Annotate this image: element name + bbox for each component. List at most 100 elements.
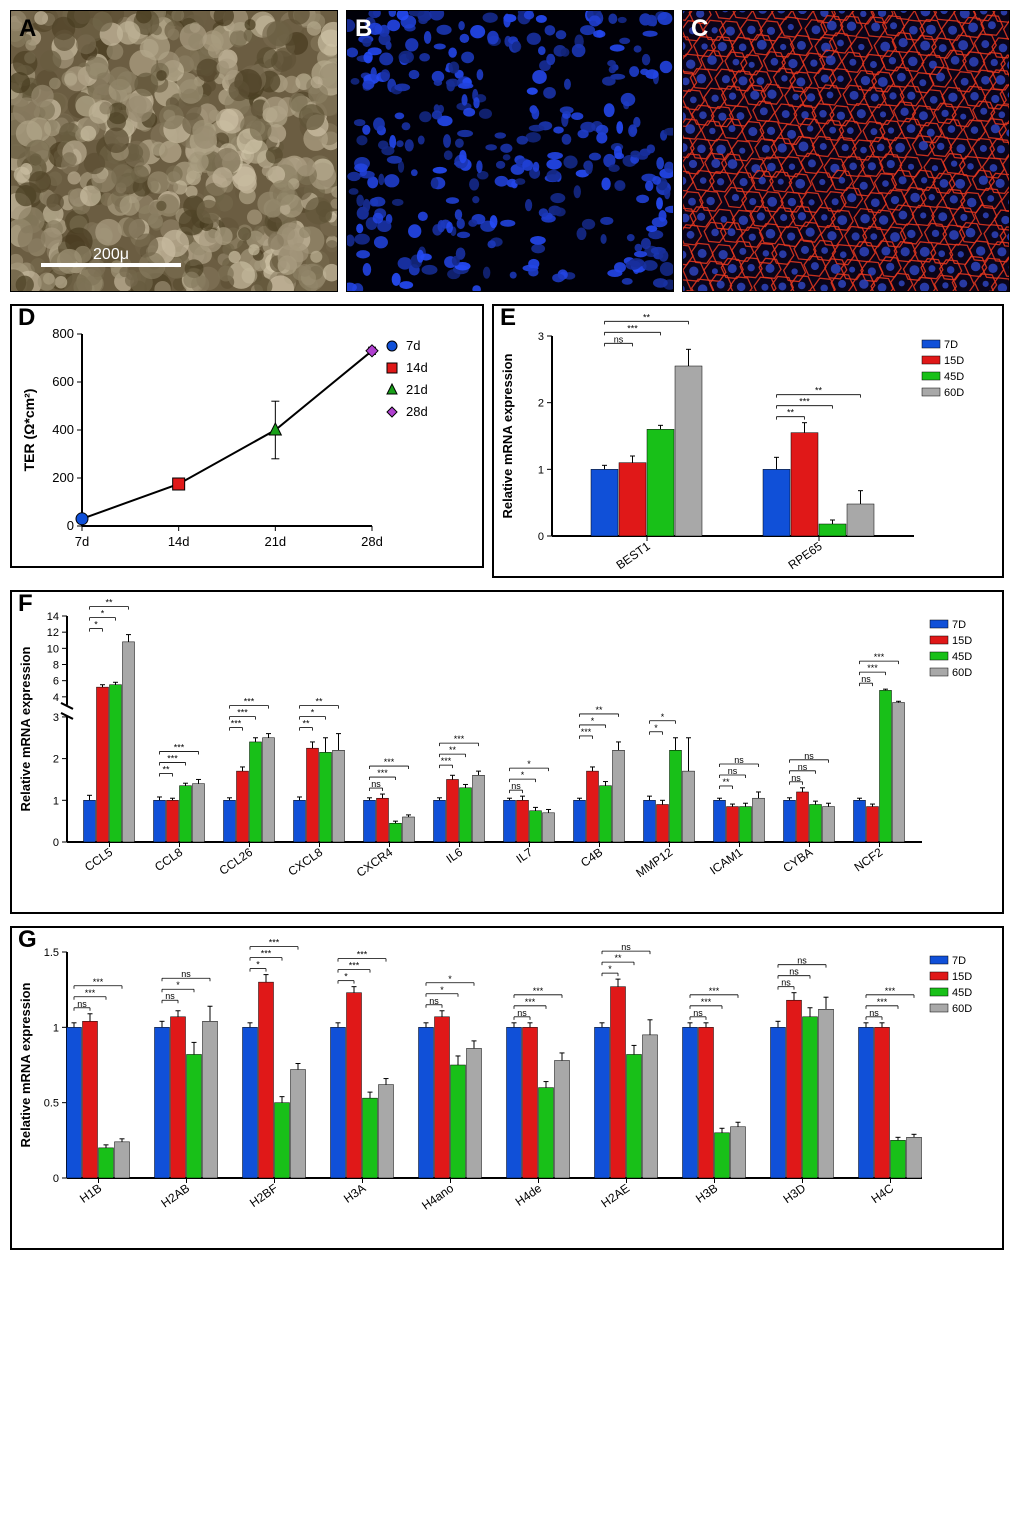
panel-d: D 02004006008007d14d21d28dTER (Ω*cm²)7d1… xyxy=(10,304,484,568)
svg-text:**: ** xyxy=(614,953,622,963)
chart-f: 0123468101214****CCL5********CCL8*******… xyxy=(12,592,1002,912)
svg-text:H3A: H3A xyxy=(341,1181,368,1206)
svg-text:*: * xyxy=(527,759,531,769)
svg-text:ns: ns xyxy=(861,674,871,684)
svg-text:**: ** xyxy=(722,777,730,787)
svg-text:7D: 7D xyxy=(944,339,958,351)
svg-text:CCL5: CCL5 xyxy=(82,845,115,874)
svg-text:15D: 15D xyxy=(944,355,964,367)
svg-text:***: *** xyxy=(85,988,96,998)
svg-text:ns: ns xyxy=(181,969,191,979)
panel-d-label: D xyxy=(18,304,35,332)
svg-text:ns: ns xyxy=(734,755,744,765)
svg-text:1: 1 xyxy=(53,795,59,807)
svg-text:8: 8 xyxy=(53,660,59,672)
svg-text:***: *** xyxy=(867,663,878,673)
svg-text:14d: 14d xyxy=(168,534,190,549)
svg-text:***: *** xyxy=(174,742,185,752)
svg-text:*: * xyxy=(311,708,315,718)
svg-text:C4B: C4B xyxy=(578,845,605,870)
svg-text:0: 0 xyxy=(67,518,74,533)
panel-e: E 0123ns*****BEST1*******RPE65Relative m… xyxy=(492,304,1004,578)
svg-text:7d: 7d xyxy=(406,338,420,353)
svg-text:**: ** xyxy=(595,705,603,715)
svg-text:7D: 7D xyxy=(952,955,966,967)
svg-text:***: *** xyxy=(93,977,104,987)
svg-text:600: 600 xyxy=(52,374,74,389)
svg-text:ns: ns xyxy=(77,999,87,1009)
panel-b: B xyxy=(346,10,674,292)
micrograph-c xyxy=(683,11,1009,291)
svg-text:H2BF: H2BF xyxy=(247,1181,280,1210)
svg-text:***: *** xyxy=(349,961,360,971)
svg-text:***: *** xyxy=(384,757,395,767)
svg-text:***: *** xyxy=(525,997,536,1007)
svg-text:*: * xyxy=(591,716,595,726)
svg-text:***: *** xyxy=(627,323,638,333)
svg-text:***: *** xyxy=(167,753,178,763)
svg-text:1.5: 1.5 xyxy=(44,947,59,959)
svg-text:0: 0 xyxy=(53,837,59,849)
svg-text:2: 2 xyxy=(538,398,544,410)
svg-text:Relative mRNA expression: Relative mRNA expression xyxy=(18,646,33,811)
svg-text:ns: ns xyxy=(693,1008,703,1018)
svg-text:10: 10 xyxy=(47,643,59,655)
svg-text:*: * xyxy=(661,712,665,722)
svg-text:45D: 45D xyxy=(952,987,972,999)
panel-c-label: C xyxy=(691,15,708,43)
svg-text:IL6: IL6 xyxy=(444,845,466,866)
svg-text:28d: 28d xyxy=(406,404,428,419)
svg-text:21d: 21d xyxy=(406,382,428,397)
svg-text:H4C: H4C xyxy=(869,1181,897,1206)
svg-text:***: *** xyxy=(533,986,544,996)
svg-text:*: * xyxy=(440,985,444,995)
svg-text:***: *** xyxy=(231,719,242,729)
svg-text:ns: ns xyxy=(728,766,738,776)
svg-text:12: 12 xyxy=(47,627,59,639)
svg-text:ns: ns xyxy=(798,762,808,772)
svg-text:***: *** xyxy=(377,768,388,778)
svg-text:0.5: 0.5 xyxy=(44,1098,59,1110)
svg-text:400: 400 xyxy=(52,422,74,437)
svg-text:ns: ns xyxy=(781,978,791,988)
svg-text:*: * xyxy=(94,620,98,630)
svg-text:***: *** xyxy=(701,997,712,1007)
svg-text:***: *** xyxy=(357,950,368,960)
svg-text:Relative mRNA expression: Relative mRNA expression xyxy=(500,353,515,518)
svg-text:***: *** xyxy=(877,997,888,1007)
svg-text:***: *** xyxy=(799,397,810,407)
svg-text:45D: 45D xyxy=(952,651,972,663)
svg-text:*: * xyxy=(176,980,180,990)
svg-text:***: *** xyxy=(454,734,465,744)
svg-text:1: 1 xyxy=(53,1022,59,1034)
svg-text:H1B: H1B xyxy=(77,1181,104,1206)
svg-text:***: *** xyxy=(441,756,452,766)
svg-text:CXCL8: CXCL8 xyxy=(285,845,325,879)
svg-text:***: *** xyxy=(269,938,280,948)
svg-text:28d: 28d xyxy=(361,534,383,549)
svg-text:15D: 15D xyxy=(952,635,972,647)
row-micrographs: A 200μ B C xyxy=(10,10,1010,292)
svg-text:IL7: IL7 xyxy=(514,845,536,866)
svg-text:2: 2 xyxy=(53,754,59,766)
chart-e: 0123ns*****BEST1*******RPE65Relative mRN… xyxy=(494,306,1002,576)
svg-text:14: 14 xyxy=(47,611,59,623)
svg-text:***: *** xyxy=(261,949,272,959)
svg-text:**: ** xyxy=(162,764,170,774)
svg-text:CCL8: CCL8 xyxy=(152,845,185,874)
svg-text:***: *** xyxy=(885,986,896,996)
panel-a: A 200μ xyxy=(10,10,338,292)
svg-text:*: * xyxy=(654,723,658,733)
svg-text:ns: ns xyxy=(789,967,799,977)
svg-text:14d: 14d xyxy=(406,360,428,375)
panel-e-label: E xyxy=(500,304,516,332)
svg-text:ns: ns xyxy=(429,996,439,1006)
micrograph-b xyxy=(347,11,673,291)
svg-text:H2AE: H2AE xyxy=(599,1181,633,1210)
panel-a-label: A xyxy=(19,15,36,43)
svg-text:ns: ns xyxy=(614,334,624,344)
svg-text:60D: 60D xyxy=(952,667,972,679)
figure: A 200μ B C D 02004006008007d14d21d28dTER… xyxy=(10,10,1010,1250)
svg-text:H3D: H3D xyxy=(781,1181,809,1206)
svg-text:ns: ns xyxy=(511,781,521,791)
